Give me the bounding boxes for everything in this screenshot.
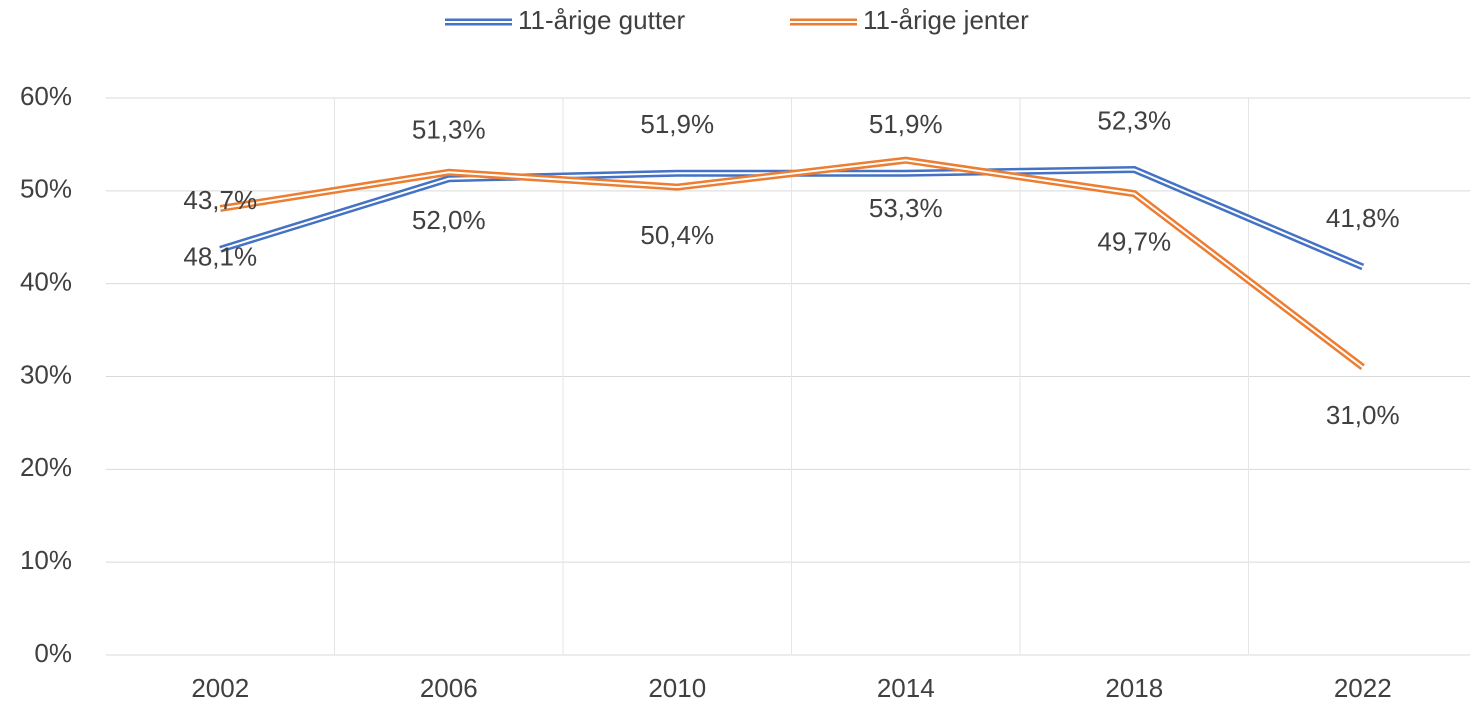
data-label: 49,7% (1097, 226, 1171, 256)
x-tick-label: 2006 (420, 673, 478, 703)
y-tick-label: 0% (34, 638, 72, 668)
x-tick-label: 2018 (1105, 673, 1163, 703)
data-label: 48,1% (183, 241, 257, 271)
data-label: 50,4% (640, 220, 714, 250)
data-label: 52,3% (1097, 105, 1171, 135)
data-label: 31,0% (1326, 400, 1400, 430)
data-label: 51,9% (869, 109, 943, 139)
x-tick-label: 2002 (191, 673, 249, 703)
y-tick-label: 10% (20, 545, 72, 575)
data-label: 43,7% (183, 185, 257, 215)
y-tick-label: 20% (20, 452, 72, 482)
data-label: 51,3% (412, 115, 486, 145)
data-label: 51,9% (640, 109, 714, 139)
x-tick-label: 2010 (648, 673, 706, 703)
y-tick-label: 40% (20, 267, 72, 297)
data-label: 52,0% (412, 205, 486, 235)
legend-label: 11-årige jenter (863, 5, 1029, 35)
data-label: 53,3% (869, 193, 943, 223)
data-label: 41,8% (1326, 203, 1400, 233)
legend-label: 11-årige gutter (518, 5, 686, 35)
x-tick-label: 2022 (1334, 673, 1392, 703)
y-tick-label: 50% (20, 174, 72, 204)
x-tick-label: 2014 (877, 673, 935, 703)
y-tick-label: 60% (20, 81, 72, 111)
series-line-inner (220, 159, 1364, 369)
y-tick-label: 30% (20, 359, 72, 389)
